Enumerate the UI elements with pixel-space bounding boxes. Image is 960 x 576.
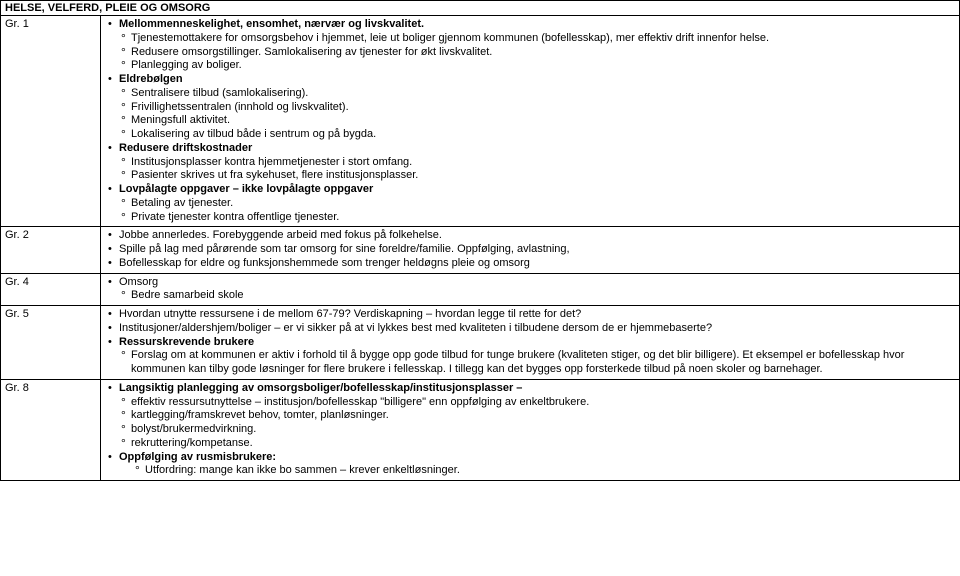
group-content: Langsiktig planlegging av omsorgsboliger… [101,379,960,480]
item-text: Omsorg [119,276,158,288]
item-text: Sentralisere tilbud (samlokalisering). [131,87,308,99]
table-row: Gr. 1 Mellommenneskelighet, ensomhet, nær… [1,16,960,227]
list-item: Pasienter skrives ut fra sykehuset, fler… [105,169,955,183]
item-text: Meningsfull aktivitet. [131,114,230,126]
list-item: Tjenestemottakere for omsorgsbehov i hje… [105,32,955,46]
group-content: Hvordan utnytte ressursene i de mellom 6… [101,306,960,380]
group-content: Jobbe annerledes. Forebyggende arbeid me… [101,227,960,273]
item-text: Mellommenneskelighet, ensomhet, nærvær o… [119,18,424,30]
item-text: Redusere driftskostnader [119,142,252,154]
item-text: effektiv ressursutnyttelse – institusjon… [131,396,589,408]
list-item: Planlegging av boliger. [105,59,955,73]
item-text: Lokalisering av tilbud både i sentrum og… [131,128,376,140]
item-text: Redusere omsorgstillinger. Samlokaliseri… [131,46,492,58]
list-item: Frivillighetssentralen (innhold og livsk… [105,101,955,115]
list-item: Sentralisere tilbud (samlokalisering). [105,87,955,101]
list-item: Eldrebølgen [105,73,955,87]
list-item: Lokalisering av tilbud både i sentrum og… [105,128,955,142]
group-content: Mellommenneskelighet, ensomhet, nærvær o… [101,16,960,227]
list-item: Institusjonsplasser kontra hjemmetjenest… [105,156,955,170]
item-text: kartlegging/framskrevet behov, tomter, p… [131,409,389,421]
item-text: Jobbe annerledes. Forebyggende arbeid me… [119,229,442,241]
table-row: Gr. 8 Langsiktig planlegging av omsorgsbo… [1,379,960,480]
item-text: Institusjoner/aldershjem/boliger – er vi… [119,322,712,334]
list-item: Bofellesskap for eldre og funksjonshemme… [105,257,955,271]
list-item: Omsorg [105,276,955,290]
group-label: Gr. 2 [1,227,101,273]
list-item: Ressurskrevende brukere [105,336,955,350]
item-text: Betaling av tjenester. [131,197,233,209]
item-text: Lovpålagte oppgaver – ikke lovpålagte op… [119,183,373,195]
item-text: Tjenestemottakere for omsorgsbehov i hje… [131,32,769,44]
table-row: Gr. 4OmsorgBedre samarbeid skole [1,273,960,306]
item-text: Private tjenester kontra offentlige tjen… [131,211,339,223]
item-text: Pasienter skrives ut fra sykehuset, fler… [131,169,418,181]
group-label: Gr. 5 [1,306,101,380]
table-row: Gr. 5 Hvordan utnytte ressursene i de mel… [1,306,960,380]
list-item: kartlegging/framskrevet behov, tomter, p… [105,409,955,423]
document-table: HELSE, VELFERD, PLEIE OG OMSORG Gr. 1 Mel… [0,0,960,481]
item-text: Eldrebølgen [119,73,183,85]
list-item: Utfordring: mange kan ikke bo sammen – k… [105,464,955,478]
group-label: Gr. 8 [1,379,101,480]
list-item: bolyst/brukermedvirkning. [105,423,955,437]
item-text: Langsiktig planlegging av omsorgsboliger… [119,382,522,394]
item-text: Planlegging av boliger. [131,59,242,71]
list-item: Institusjoner/aldershjem/boliger – er vi… [105,322,955,336]
item-text: Bedre samarbeid skole [131,289,244,301]
list-item: Mellommenneskelighet, ensomhet, nærvær o… [105,18,955,32]
list-item: rekruttering/kompetanse. [105,437,955,451]
list-item: effektiv ressursutnyttelse – institusjon… [105,396,955,410]
item-text: Bofellesskap for eldre og funksjonshemme… [119,257,530,269]
table-row: Gr. 2 Jobbe annerledes. Forebyggende arbe… [1,227,960,273]
item-text: Utfordring: mange kan ikke bo sammen – k… [145,464,460,476]
list-item: Meningsfull aktivitet. [105,114,955,128]
list-item: Bedre samarbeid skole [105,289,955,303]
list-item: Forslag om at kommunen er aktiv i forhol… [105,349,955,377]
item-text: Forslag om at kommunen er aktiv i forhol… [131,349,904,375]
item-text: Frivillighetssentralen (innhold og livsk… [131,101,349,113]
group-content: OmsorgBedre samarbeid skole [101,273,960,306]
list-item: Hvordan utnytte ressursene i de mellom 6… [105,308,955,322]
item-text: Ressurskrevende brukere [119,336,254,348]
list-item: Redusere omsorgstillinger. Samlokaliseri… [105,46,955,60]
list-item: Oppfølging av rusmisbrukere: [105,451,955,465]
item-text: Institusjonsplasser kontra hjemmetjenest… [131,156,412,168]
list-item: Redusere driftskostnader [105,142,955,156]
group-label: Gr. 4 [1,273,101,306]
list-item: Langsiktig planlegging av omsorgsboliger… [105,382,955,396]
item-text: Spille på lag med pårørende som tar omso… [119,243,570,255]
table-header: HELSE, VELFERD, PLEIE OG OMSORG [1,1,960,16]
item-text: bolyst/brukermedvirkning. [131,423,256,435]
group-label: Gr. 1 [1,16,101,227]
list-item: Jobbe annerledes. Forebyggende arbeid me… [105,229,955,243]
list-item: Spille på lag med pårørende som tar omso… [105,243,955,257]
header-row: HELSE, VELFERD, PLEIE OG OMSORG [1,1,960,16]
list-item: Betaling av tjenester. [105,197,955,211]
item-text: rekruttering/kompetanse. [131,437,253,449]
item-text: Oppfølging av rusmisbrukere: [119,451,276,463]
list-item: Lovpålagte oppgaver – ikke lovpålagte op… [105,183,955,197]
item-text: Hvordan utnytte ressursene i de mellom 6… [119,308,581,320]
list-item: Private tjenester kontra offentlige tjen… [105,211,955,225]
